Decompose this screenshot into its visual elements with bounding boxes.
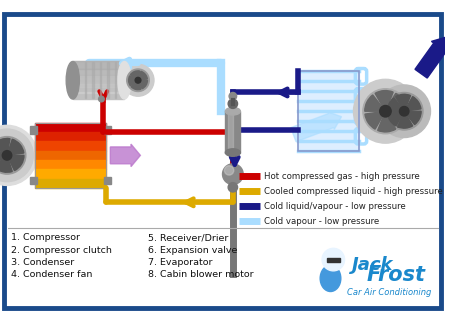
Text: 5. Receiver/Drier: 5. Receiver/Drier bbox=[148, 233, 229, 242]
Text: Frost: Frost bbox=[366, 265, 425, 285]
Bar bbox=[225, 111, 240, 153]
Text: Car Air Conditioning: Car Air Conditioning bbox=[347, 288, 432, 297]
Wedge shape bbox=[385, 93, 406, 111]
Bar bbox=[115, 62, 117, 98]
Circle shape bbox=[135, 77, 141, 83]
Ellipse shape bbox=[120, 70, 129, 90]
Wedge shape bbox=[378, 111, 396, 132]
Bar bbox=[73, 84, 124, 87]
Ellipse shape bbox=[66, 62, 79, 99]
Wedge shape bbox=[375, 90, 393, 111]
Bar bbox=[73, 62, 124, 69]
Circle shape bbox=[0, 129, 33, 182]
Circle shape bbox=[2, 151, 12, 160]
Wedge shape bbox=[387, 111, 404, 126]
Text: 2. Compressor clutch: 2. Compressor clutch bbox=[11, 245, 112, 254]
Circle shape bbox=[229, 92, 237, 100]
Wedge shape bbox=[365, 95, 385, 111]
Bar bbox=[35, 151, 106, 160]
Wedge shape bbox=[0, 156, 12, 172]
Circle shape bbox=[0, 125, 37, 185]
Wedge shape bbox=[396, 94, 410, 111]
Wedge shape bbox=[130, 71, 140, 80]
Circle shape bbox=[228, 99, 237, 109]
Bar bbox=[35, 160, 106, 169]
Bar bbox=[73, 77, 124, 81]
Text: Jack: Jack bbox=[352, 256, 393, 274]
Bar bbox=[100, 62, 101, 98]
Bar bbox=[73, 69, 124, 75]
Text: Cold vapour - low pressure: Cold vapour - low pressure bbox=[264, 217, 379, 226]
Text: 1. Compressor: 1. Compressor bbox=[11, 233, 80, 242]
Bar bbox=[298, 71, 359, 151]
Bar bbox=[35, 122, 106, 132]
Ellipse shape bbox=[222, 164, 243, 185]
Wedge shape bbox=[128, 76, 138, 86]
Bar bbox=[92, 62, 94, 98]
Circle shape bbox=[400, 107, 409, 116]
Circle shape bbox=[0, 137, 26, 174]
Bar bbox=[73, 62, 124, 99]
Circle shape bbox=[322, 248, 345, 271]
Circle shape bbox=[378, 85, 430, 137]
Text: Cold liquid/vapour - low pressure: Cold liquid/vapour - low pressure bbox=[264, 202, 406, 211]
Text: 6. Expansion valve: 6. Expansion valve bbox=[148, 245, 238, 254]
Wedge shape bbox=[138, 80, 147, 89]
Wedge shape bbox=[7, 156, 24, 171]
Text: 7. Evaporator: 7. Evaporator bbox=[148, 258, 213, 267]
Bar bbox=[35, 132, 106, 141]
Ellipse shape bbox=[320, 265, 341, 291]
Ellipse shape bbox=[225, 108, 240, 115]
Wedge shape bbox=[365, 111, 385, 129]
Wedge shape bbox=[385, 111, 406, 128]
Wedge shape bbox=[0, 138, 10, 156]
Bar bbox=[35, 141, 106, 151]
Ellipse shape bbox=[68, 70, 77, 90]
Text: Hot compressed gas - high pressure: Hot compressed gas - high pressure bbox=[264, 172, 419, 181]
Bar bbox=[73, 91, 124, 93]
Bar bbox=[35, 122, 106, 188]
Circle shape bbox=[380, 106, 391, 117]
Text: 3. Condenser: 3. Condenser bbox=[11, 258, 74, 267]
Circle shape bbox=[385, 92, 423, 130]
Circle shape bbox=[354, 79, 417, 143]
FancyArrow shape bbox=[110, 144, 140, 166]
FancyArrow shape bbox=[291, 112, 341, 142]
Wedge shape bbox=[7, 139, 24, 156]
Wedge shape bbox=[138, 71, 147, 80]
Bar bbox=[29, 126, 37, 134]
Wedge shape bbox=[387, 98, 404, 111]
Circle shape bbox=[127, 69, 149, 91]
Bar bbox=[29, 177, 37, 185]
Bar bbox=[104, 177, 111, 185]
Ellipse shape bbox=[225, 149, 240, 156]
Wedge shape bbox=[404, 97, 421, 111]
Text: Cooled compressed liquid - high pressure: Cooled compressed liquid - high pressure bbox=[264, 186, 443, 195]
Ellipse shape bbox=[118, 62, 131, 99]
Ellipse shape bbox=[224, 166, 234, 175]
Circle shape bbox=[99, 96, 104, 102]
Bar bbox=[35, 169, 106, 179]
Bar bbox=[35, 179, 106, 188]
Wedge shape bbox=[131, 80, 141, 90]
Wedge shape bbox=[398, 111, 413, 128]
Text: 4. Condenser fan: 4. Condenser fan bbox=[11, 270, 92, 279]
FancyArrow shape bbox=[415, 37, 448, 78]
Wedge shape bbox=[0, 147, 7, 165]
FancyBboxPatch shape bbox=[4, 14, 441, 308]
Bar bbox=[228, 111, 233, 153]
Bar bbox=[298, 71, 359, 151]
Bar bbox=[327, 258, 340, 262]
Wedge shape bbox=[404, 111, 421, 125]
Circle shape bbox=[228, 183, 237, 192]
Bar bbox=[107, 62, 109, 98]
Circle shape bbox=[363, 89, 408, 134]
Bar bbox=[84, 62, 86, 98]
Text: 8. Cabin blower motor: 8. Cabin blower motor bbox=[148, 270, 254, 279]
Circle shape bbox=[122, 64, 154, 96]
Bar bbox=[104, 126, 111, 134]
